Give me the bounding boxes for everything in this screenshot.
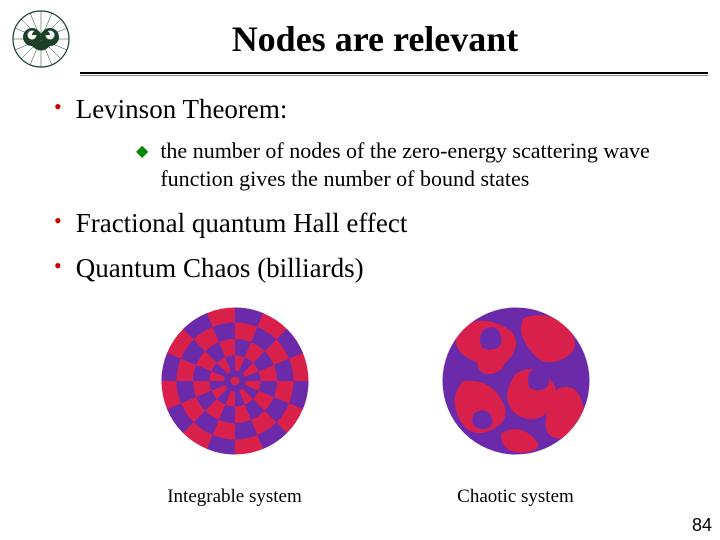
- integrable-billiard: [160, 306, 310, 456]
- slide-title: Nodes are relevant: [30, 18, 720, 60]
- slide-content: • Levinson Theorem: ◆ the number of node…: [0, 76, 720, 508]
- page-number: 84: [692, 515, 712, 536]
- sub-bullet-icon: ◆: [136, 141, 148, 161]
- integrable-billiard-group: Integrable system: [160, 306, 310, 508]
- slide-header: Nodes are relevant: [0, 0, 720, 68]
- chaotic-billiard-group: Chaotic system: [441, 306, 591, 508]
- title-underline: [80, 72, 708, 74]
- sub-bullet-item: ◆ the number of nodes of the zero-energy…: [136, 137, 696, 192]
- billiard-figures: Integrable system: [54, 306, 696, 508]
- bullet-text: Fractional quantum Hall effect: [76, 206, 408, 241]
- bullet-text: Quantum Chaos (billiards): [76, 251, 364, 286]
- bullet-item: • Levinson Theorem:: [54, 92, 696, 127]
- bullet-text: Levinson Theorem:: [76, 92, 288, 127]
- chaotic-billiard: [441, 306, 591, 456]
- chaotic-label: Chaotic system: [457, 486, 574, 508]
- bullet-icon: •: [54, 94, 62, 120]
- bullet-item: • Quantum Chaos (billiards): [54, 251, 696, 286]
- bullet-icon: •: [54, 253, 62, 279]
- institution-logo: [12, 10, 70, 68]
- sub-bullet-text: the number of nodes of the zero-energy s…: [160, 137, 696, 192]
- bullet-icon: •: [54, 208, 62, 234]
- bullet-item: • Fractional quantum Hall effect: [54, 206, 696, 241]
- integrable-label: Integrable system: [167, 486, 302, 508]
